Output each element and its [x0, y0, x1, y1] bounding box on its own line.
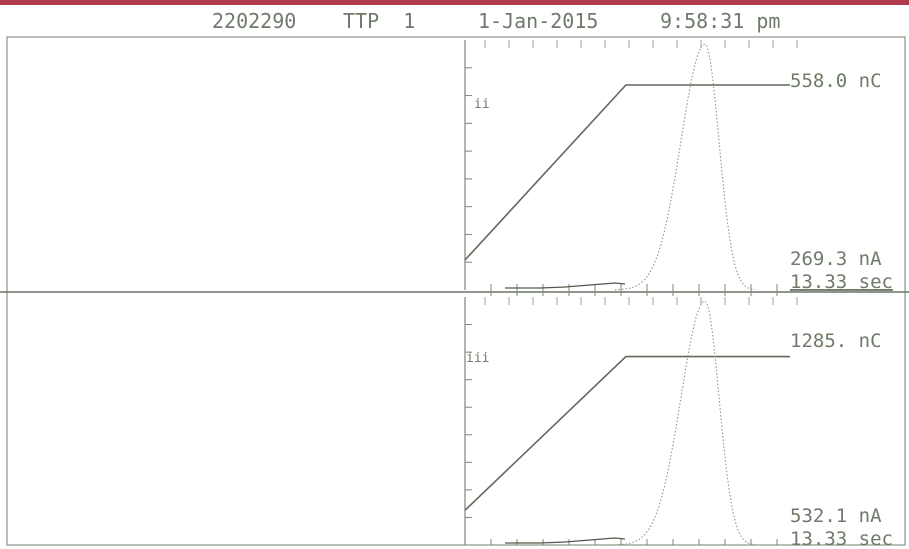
- charge-readout: 558.0 nC: [790, 70, 882, 92]
- baseline-trace: [505, 537, 626, 544]
- header-mode: TTP 1: [343, 9, 416, 33]
- scope-panel-1: ii 558.0 nC 269.3 nA 13.33 sec: [464, 40, 893, 296]
- header-date: 1-Jan-2015: [478, 9, 599, 33]
- time-readout: 13.33 sec: [790, 528, 893, 549]
- current-trace: [614, 300, 756, 546]
- current-readout: 269.3 nA: [790, 248, 882, 270]
- channel-label: ii: [474, 97, 490, 112]
- time-readout: 13.33 sec: [790, 271, 893, 293]
- header-serial: 2202290: [212, 9, 297, 33]
- header-bar: 2202290 TTP 1 1-Jan-2015 9:58:31 pm: [0, 5, 909, 35]
- header-time: 9:58:31 pm: [660, 9, 781, 33]
- baseline-trace: [505, 282, 626, 289]
- charge-trace: [464, 355, 790, 511]
- charge-trace: [464, 84, 790, 261]
- top-accent-bar: [0, 0, 909, 5]
- current-trace: [614, 43, 756, 291]
- current-readout: 532.1 nA: [790, 505, 882, 527]
- channel-label: iii: [466, 351, 489, 366]
- scope-panel-2: iii 1285. nC 532.1 nA 13.33 sec: [464, 297, 893, 549]
- display-frame: [6, 36, 906, 546]
- charge-readout: 1285. nC: [790, 330, 882, 352]
